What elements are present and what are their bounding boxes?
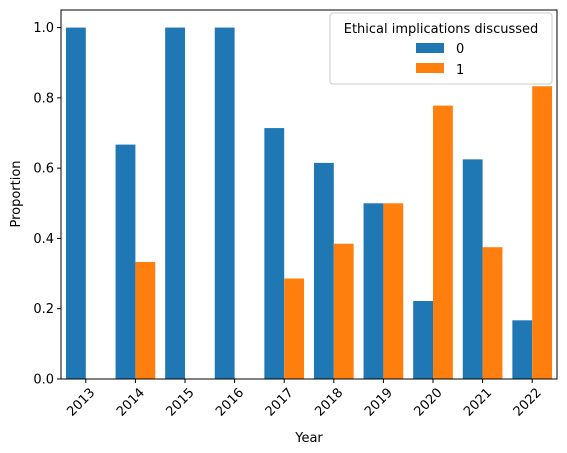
legend-label-1: 1 xyxy=(456,63,464,78)
y-tick-label: 0.0 xyxy=(33,373,54,388)
x-tick-label: 2020 xyxy=(412,386,446,420)
x-tick-label: 2013 xyxy=(64,386,98,420)
bar-2018-series-1 xyxy=(333,243,354,379)
bar-2019-series-0 xyxy=(363,203,384,379)
bar-2017-series-1 xyxy=(284,278,305,379)
x-axis: 2013 2014 2015 2016 2017 2018 2019 2020 2021 2022 xyxy=(64,379,545,420)
bar-2017-series-0 xyxy=(264,128,285,379)
bar-2020-series-1 xyxy=(433,105,453,379)
y-tick-label: 0.6 xyxy=(33,162,54,177)
legend-swatch-1 xyxy=(416,63,444,73)
x-tick-label: 2014 xyxy=(114,386,148,420)
x-tick-label: 2021 xyxy=(461,386,495,420)
bar-2014-series-1 xyxy=(135,261,156,379)
bar-2015-series-0 xyxy=(165,27,185,379)
x-tick-label: 2019 xyxy=(362,386,396,420)
bar-2018-series-0 xyxy=(313,162,334,379)
bar-2016-series-0 xyxy=(214,27,235,379)
bar-2014-series-0 xyxy=(115,144,136,379)
bar-2020-series-0 xyxy=(413,300,433,379)
plot-frame xyxy=(60,9,558,380)
bar-2019-series-1 xyxy=(383,203,404,379)
legend-swatch-0 xyxy=(416,43,444,53)
y-tick-label: 0.4 xyxy=(33,232,54,247)
bar-2013-series-0 xyxy=(65,27,86,379)
bar-2021-series-1 xyxy=(482,247,503,379)
bar-2022-series-0 xyxy=(512,320,533,379)
legend-title: Ethical implications discussed xyxy=(344,22,539,37)
bar-2021-series-0 xyxy=(462,159,483,379)
bars-group xyxy=(65,27,553,379)
y-tick-label: 0.2 xyxy=(33,302,54,317)
y-axis: 0.0 0.2 0.4 0.6 0.8 1.0 xyxy=(33,21,61,388)
y-tick-label: 1.0 xyxy=(33,21,54,36)
bar-2022-series-1 xyxy=(532,86,553,379)
x-tick-label: 2022 xyxy=(511,386,545,420)
legend-label-0: 0 xyxy=(456,42,464,57)
x-tick-label: 2017 xyxy=(263,386,297,420)
x-axis-label: Year xyxy=(294,431,323,446)
x-tick-label: 2015 xyxy=(164,386,198,420)
x-tick-label: 2016 xyxy=(213,386,247,420)
x-tick-label: 2018 xyxy=(312,386,346,420)
y-tick-label: 0.8 xyxy=(33,91,54,106)
y-axis-label: Proportion xyxy=(9,160,24,227)
legend: Ethical implications discussed 0 1 xyxy=(329,12,553,85)
